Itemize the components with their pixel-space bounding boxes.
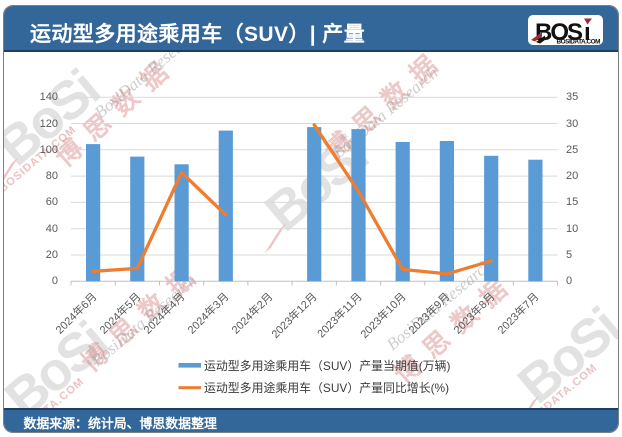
svg-text:ı: ı <box>584 19 591 45</box>
svg-text:BOS: BOS <box>535 19 583 45</box>
svg-text:BOSIDATA.COM: BOSIDATA.COM <box>556 38 600 45</box>
